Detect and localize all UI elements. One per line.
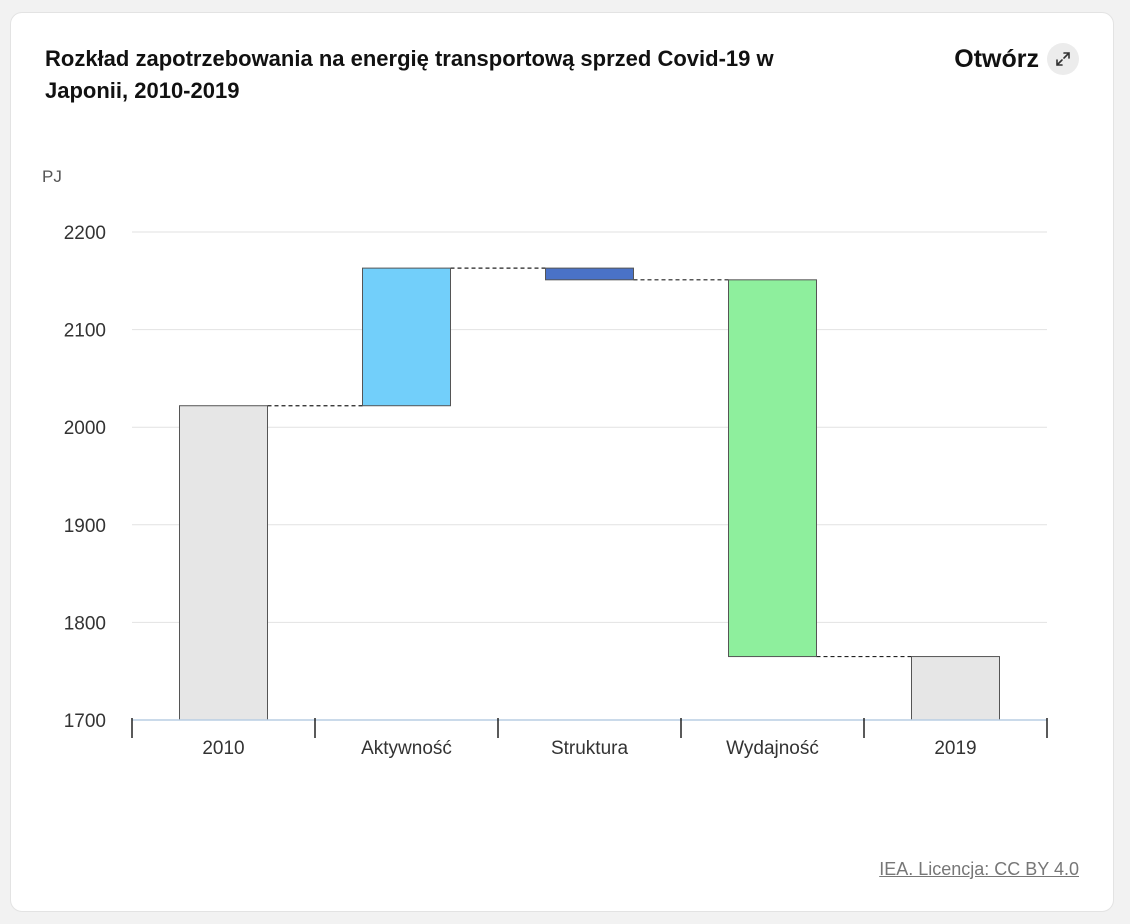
- open-button-label: Otwórz: [954, 44, 1039, 73]
- x-tick-label: Wydajność: [726, 738, 819, 759]
- y-tick-label: 1800: [64, 613, 106, 634]
- expand-arrows-icon[interactable]: [1047, 43, 1079, 75]
- y-tick-labels: 1700 1800 1900 2000 2100 2200: [64, 223, 106, 732]
- x-tick-label: 2010: [202, 738, 244, 759]
- gridlines: [132, 231, 1047, 623]
- license-link[interactable]: IEA. Licencja: CC BY 4.0: [879, 859, 1079, 879]
- connector-lines: [267, 267, 912, 658]
- bars: [179, 267, 1000, 721]
- y-axis-unit-label: PJ: [42, 167, 62, 186]
- x-axis: [131, 718, 1048, 738]
- y-tick-label: 2200: [64, 223, 106, 244]
- bar-2010[interactable]: [179, 405, 268, 721]
- y-tick-label: 2000: [64, 418, 106, 439]
- chart-title: Rozkład zapotrzebowania na energię trans…: [45, 46, 774, 103]
- bar-aktywność[interactable]: [362, 267, 451, 407]
- x-tick-label: 2019: [934, 738, 976, 759]
- bar-wydajność[interactable]: [728, 279, 817, 658]
- y-tick-label: 1700: [64, 711, 106, 732]
- y-tick-label: 2100: [64, 321, 106, 342]
- bar-struktura[interactable]: [545, 267, 634, 281]
- x-tick-label: Aktywność: [361, 738, 452, 759]
- open-button[interactable]: Otwórz: [954, 43, 1079, 75]
- x-tick-label: Struktura: [551, 738, 629, 759]
- bar-2019[interactable]: [911, 656, 1000, 721]
- x-tick-labels: 2010 Aktywność Struktura Wydajność 2019: [202, 738, 976, 759]
- y-tick-label: 1900: [64, 516, 106, 537]
